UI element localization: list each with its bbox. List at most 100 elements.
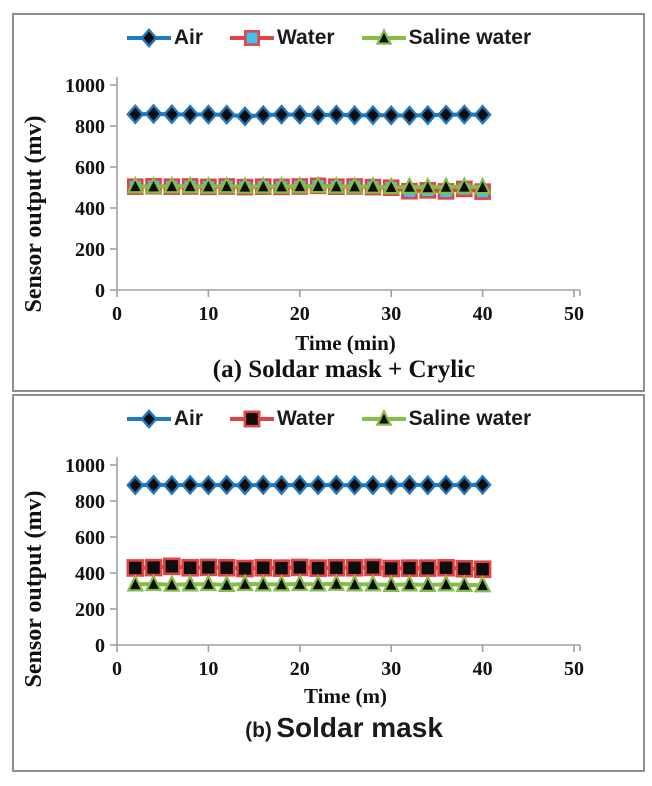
y-tick-label: 0	[95, 280, 105, 302]
data-point-marker	[418, 559, 437, 577]
legend-marker	[140, 409, 158, 429]
legend-item-water: Water	[229, 406, 335, 432]
data-point-marker	[455, 104, 474, 125]
caption-title: Soldar mask + Crylic	[248, 356, 476, 383]
data-point-marker	[382, 105, 401, 126]
data-point-marker	[455, 176, 474, 194]
data-point-marker	[199, 558, 218, 577]
data-point-marker	[254, 474, 273, 496]
x-tick-label: 40	[473, 658, 493, 680]
x-tick-label: 0	[112, 658, 122, 680]
x-tick-label: 50	[564, 303, 584, 325]
data-point-marker	[363, 474, 383, 496]
chart-caption-a: (a) Soldar mask + Crylic	[74, 356, 614, 384]
data-point-marker	[217, 474, 236, 496]
caption-prefix: (b)	[245, 719, 272, 742]
chart-panel-b: Air Water Saline water 0 200 400 600 800 1000 0 1…	[12, 394, 645, 772]
data-point-marker	[309, 573, 327, 592]
data-point-marker	[254, 558, 273, 577]
y-tick-label: 600	[75, 157, 105, 179]
data-point-marker	[308, 104, 328, 126]
series-saline-water	[126, 573, 492, 593]
data-point-marker	[199, 573, 218, 592]
data-point-marker	[363, 104, 383, 126]
x-axis-label: Time (min)	[295, 331, 396, 355]
data-point-marker	[473, 474, 492, 496]
caption-prefix: (a)	[212, 356, 242, 383]
x-tick-label: 10	[198, 658, 218, 680]
data-point-marker	[327, 573, 346, 591]
data-point-marker	[473, 176, 492, 195]
data-point-marker	[290, 558, 309, 577]
data-point-marker	[291, 573, 309, 592]
data-point-marker	[345, 105, 364, 126]
data-point-marker	[291, 175, 309, 194]
y-tick-label: 200	[75, 599, 105, 621]
data-point-marker	[437, 573, 455, 592]
data-point-marker	[382, 176, 400, 195]
x-tick-label: 30	[381, 658, 401, 680]
legend-label: Saline water	[408, 407, 532, 430]
chart-plot-a: 0 200 400 600 800 1000 0 10 20 30 40 50	[65, 75, 584, 325]
legend-panel-a: Air Water Saline water	[14, 25, 643, 51]
data-point-marker	[162, 474, 181, 496]
data-point-marker	[327, 176, 346, 194]
data-point-marker	[327, 558, 346, 577]
data-point-marker	[455, 474, 474, 496]
diamond-marker-icon	[126, 409, 171, 429]
data-point-marker	[181, 474, 200, 496]
data-point-marker	[181, 104, 200, 125]
x-tick-label: 10	[198, 303, 218, 325]
chart-plot-b: 0 200 400 600 800 1000 0 10 20 30 40 50	[65, 455, 584, 680]
y-tick-label: 800	[75, 491, 105, 513]
data-point-marker	[308, 474, 328, 496]
data-point-marker	[345, 558, 364, 577]
data-point-marker	[418, 176, 437, 195]
data-point-marker	[126, 559, 145, 577]
y-tick-label: 1000	[65, 455, 105, 477]
legend-item-saline-water: Saline water	[361, 25, 531, 51]
caption-title: Soldar mask	[276, 712, 443, 743]
data-point-marker	[436, 474, 456, 496]
data-point-marker	[327, 474, 346, 496]
y-tick-label: 1000	[65, 75, 105, 97]
data-point-marker	[436, 104, 456, 126]
legend-marker	[375, 27, 393, 45]
data-point-marker	[144, 474, 163, 496]
data-point-marker	[144, 176, 163, 194]
y-tick-label: 0	[95, 635, 105, 657]
data-point-marker	[163, 574, 181, 592]
x-tick-label: 0	[112, 303, 122, 325]
data-point-marker	[272, 176, 291, 194]
legend-marker	[244, 30, 260, 46]
data-point-marker	[437, 176, 455, 194]
data-point-marker	[272, 573, 291, 592]
data-point-marker	[254, 104, 273, 126]
y-tick-label: 200	[75, 239, 105, 261]
data-point-marker	[290, 474, 309, 496]
data-point-marker	[364, 558, 382, 577]
legend-label: Air	[173, 407, 204, 430]
x-tick-label: 20	[290, 303, 310, 325]
data-point-marker	[181, 558, 199, 577]
data-point-marker	[272, 474, 291, 496]
x-axis-label: Time (m)	[303, 684, 387, 708]
triangle-marker-icon	[361, 408, 406, 426]
data-point-marker	[272, 559, 291, 577]
square-marker-icon	[230, 30, 275, 46]
legend-item-water: Water	[229, 25, 335, 51]
data-point-marker	[254, 176, 273, 194]
data-point-marker	[144, 573, 163, 592]
chart-caption-b: (b) Soldar mask	[74, 712, 614, 744]
series-air	[126, 103, 492, 127]
data-point-marker	[455, 574, 474, 592]
data-point-marker	[437, 558, 455, 577]
data-point-marker	[400, 176, 419, 194]
data-point-marker	[254, 573, 273, 592]
data-point-marker	[345, 176, 364, 194]
data-point-marker	[235, 106, 255, 127]
legend-marker	[243, 410, 261, 428]
legend-item-saline-water: Saline water	[361, 406, 532, 432]
data-point-marker	[345, 475, 364, 496]
